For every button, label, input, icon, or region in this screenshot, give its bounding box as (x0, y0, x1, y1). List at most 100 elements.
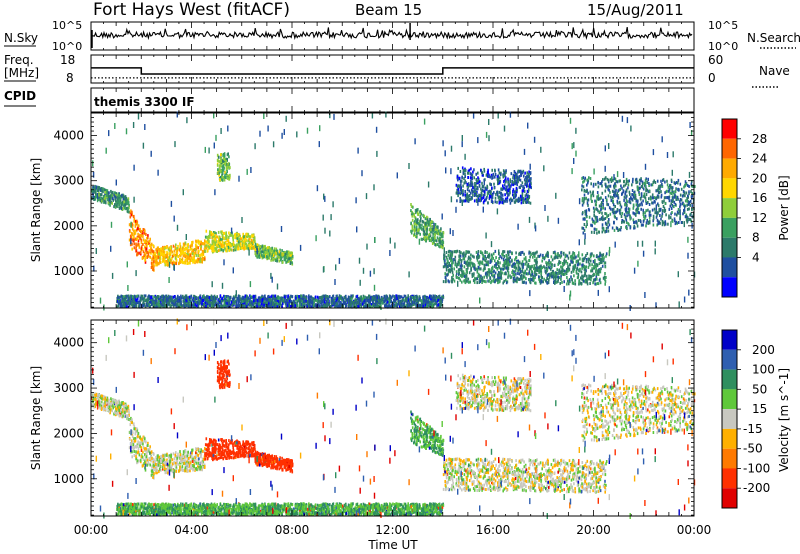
power-cell (121, 202, 124, 206)
power-cell (190, 256, 192, 260)
power-cell (478, 199, 481, 202)
power-cell (541, 259, 543, 263)
power-cell (660, 193, 663, 197)
frequency-panel: Freq. [MHz] 18 8 60 0 Nave (4, 53, 790, 88)
power-cell (173, 261, 176, 265)
power-cell (262, 250, 265, 254)
power-cell (425, 232, 428, 236)
power-cell (220, 248, 223, 252)
power-cell (226, 165, 229, 169)
power-cell (548, 275, 551, 279)
power-cell (582, 211, 584, 215)
power-cell (623, 213, 626, 217)
power-cell (518, 175, 521, 178)
power-cell (167, 263, 169, 267)
power-cell (220, 153, 222, 157)
power-cell (638, 193, 641, 196)
power-cell (598, 278, 601, 282)
power-cell (533, 267, 535, 271)
power-cell (636, 224, 639, 228)
power-cell (247, 247, 250, 251)
power-cell (98, 195, 101, 199)
power-cell (502, 197, 504, 201)
power-cell (528, 200, 530, 204)
power-cell (465, 279, 468, 283)
power-cell (532, 252, 534, 256)
power-cell (670, 191, 673, 195)
power-cell (481, 278, 483, 281)
power-cell (507, 250, 509, 254)
power-cell (226, 176, 229, 180)
power-cell (498, 195, 501, 199)
power-cell (560, 265, 562, 269)
power-cell (102, 187, 105, 191)
power-cell (243, 239, 246, 243)
power-cell (586, 220, 588, 224)
power-cell (213, 240, 215, 244)
power-cell (207, 237, 209, 241)
power-cell (583, 257, 585, 261)
power-cell (102, 190, 104, 194)
power-cell (491, 168, 493, 172)
power-cell (652, 201, 654, 205)
power-cell (125, 199, 128, 203)
power-cell (522, 265, 524, 269)
power-cell (233, 233, 236, 237)
power-cell (221, 177, 223, 181)
power-cell (420, 226, 422, 230)
power-cell (118, 195, 120, 199)
power-cell (519, 170, 521, 174)
power-cell (419, 232, 421, 236)
power-cell (597, 255, 599, 259)
power-cell (284, 252, 287, 256)
power-cell (186, 246, 189, 250)
power-cell (419, 214, 422, 218)
power-cell (489, 175, 492, 179)
power-cell (494, 175, 496, 179)
power-cell (450, 269, 452, 273)
power-cell (221, 175, 224, 179)
power-cell (222, 249, 225, 253)
power-cell (241, 246, 244, 250)
power-cell (609, 178, 612, 182)
power-cell (509, 187, 511, 190)
power-cell (434, 233, 436, 237)
power-cell (498, 199, 500, 202)
power-cell (226, 170, 228, 174)
power-cell (598, 257, 601, 261)
power-cell (509, 191, 511, 195)
power-cell (242, 235, 244, 239)
power-cell (98, 186, 101, 190)
power-cell (522, 184, 524, 188)
power-cell (274, 252, 276, 256)
power-cell (504, 178, 506, 182)
power-cell (624, 203, 627, 207)
power-cell (246, 235, 248, 239)
power-cell (219, 163, 221, 167)
power-cell (481, 251, 483, 255)
power-cell (160, 252, 163, 256)
power-cell (254, 248, 257, 252)
power-cell (474, 189, 476, 193)
power-cell (131, 227, 134, 231)
power-cell (612, 203, 615, 207)
power-cell (632, 211, 634, 215)
power-cell (487, 190, 490, 194)
power-cell (540, 280, 543, 284)
power-cell (585, 265, 587, 269)
power-cell (168, 255, 171, 259)
power-cell (223, 154, 226, 158)
power-cell (268, 256, 271, 260)
power-cell (558, 269, 561, 273)
power-cell (662, 178, 665, 182)
power-cell (650, 197, 652, 201)
power-cell (120, 201, 122, 205)
power-cell (91, 196, 93, 200)
power-cell (669, 216, 672, 220)
power-cell (599, 197, 601, 201)
power-cell (144, 251, 146, 255)
power-cell (148, 240, 151, 243)
power-cell (197, 257, 199, 261)
power-cell (583, 223, 586, 226)
power-cell (447, 260, 449, 264)
